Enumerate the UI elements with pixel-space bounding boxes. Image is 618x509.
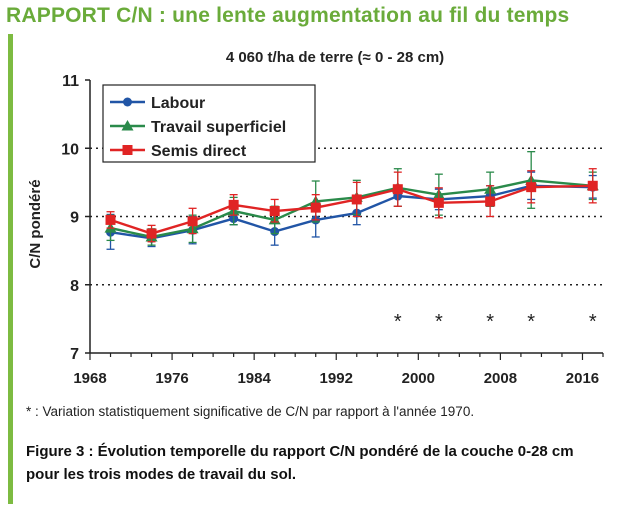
y-tick-label: 7 (70, 346, 79, 363)
chart-headline: RAPPORT C/N : une lente augmentation au … (6, 4, 570, 27)
data-point (587, 180, 598, 191)
y-axis-label: C/N pondéré (27, 179, 44, 268)
significance-marker: * (486, 311, 494, 333)
accent-bar (8, 34, 13, 504)
significance-marker: * (589, 311, 597, 333)
figure-caption: Figure 3 : Évolution temporelle du rappo… (26, 443, 574, 483)
chart-title: 4 060 t/ha de terre (≈ 0 - 28 cm) (226, 49, 444, 66)
data-point (269, 206, 280, 217)
legend-label: Travail superficiel (151, 119, 286, 136)
data-point (123, 97, 132, 107)
x-tick-label: 2008 (484, 370, 517, 387)
y-tick-label: 9 (70, 210, 79, 227)
data-point (433, 197, 444, 208)
y-tick-label: 8 (70, 278, 79, 295)
y-tick-label: 10 (61, 141, 79, 158)
x-tick-label: 2000 (402, 370, 435, 387)
x-tick-label: 2016 (566, 370, 599, 387)
data-point (122, 145, 133, 155)
series-labour (106, 171, 598, 250)
data-point (485, 196, 496, 207)
series-line (110, 179, 593, 239)
data-point (392, 184, 403, 195)
data-point (351, 194, 362, 205)
legend-label: Labour (151, 95, 205, 112)
data-point (310, 202, 321, 213)
data-point (146, 228, 157, 239)
series-line (110, 184, 593, 240)
legend: Labour Travail superficiel Semis direct (102, 84, 316, 163)
data-point (526, 182, 537, 193)
series-semis-direct (105, 168, 598, 243)
x-tick-label: 1968 (73, 370, 106, 387)
data-point (228, 199, 239, 210)
significance-marker: * (394, 311, 402, 333)
x-tick-label: 1992 (320, 370, 353, 387)
legend-label: Semis direct (151, 143, 247, 160)
data-point (105, 214, 116, 225)
significance-marker: * (527, 311, 535, 333)
y-tick-label: 11 (62, 73, 79, 90)
significance-marker: * (435, 311, 443, 333)
data-point (187, 216, 198, 227)
series-travail-superficiel (104, 151, 599, 246)
data-point (121, 120, 134, 131)
cn-ratio-chart: 4 060 t/ha de terre (≈ 0 - 28 cm) C/N po… (27, 49, 604, 387)
significance-footnote: * : Variation statistiquement significat… (26, 404, 475, 419)
x-tick-label: 1976 (155, 370, 188, 387)
x-tick-label: 1984 (237, 370, 271, 387)
series-line (110, 184, 593, 235)
